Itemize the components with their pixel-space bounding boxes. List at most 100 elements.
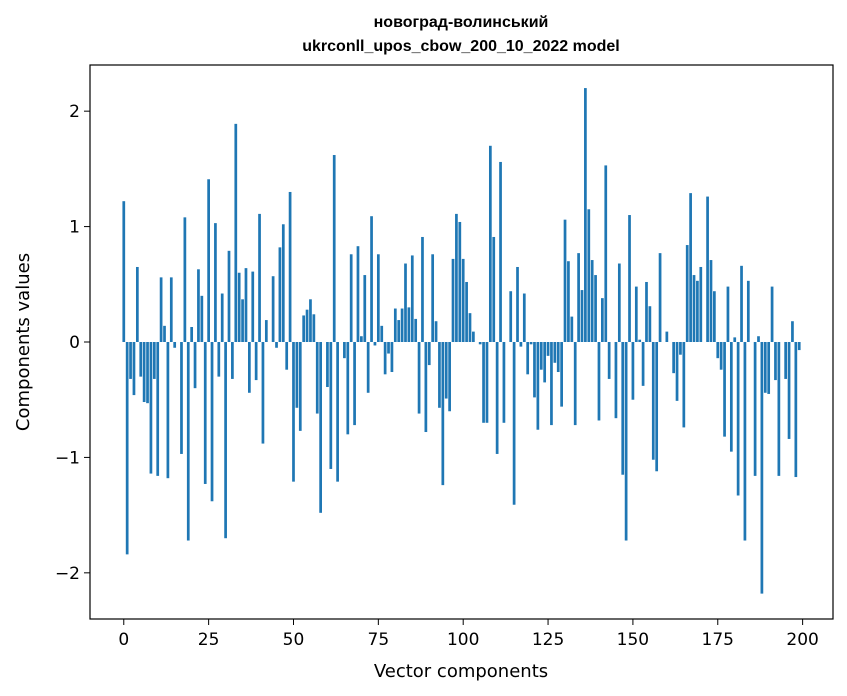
bar — [502, 342, 506, 423]
bar — [173, 342, 177, 348]
bar — [607, 342, 611, 379]
bar — [180, 342, 183, 454]
bar — [455, 213, 458, 342]
bar — [366, 342, 370, 393]
bar — [129, 342, 132, 379]
bar — [648, 306, 652, 342]
bar — [264, 320, 268, 342]
bar — [753, 342, 757, 476]
bar — [570, 316, 574, 342]
bar — [499, 161, 502, 342]
bar — [553, 342, 557, 363]
bar — [353, 342, 356, 426]
bar — [624, 342, 628, 541]
bar — [533, 342, 536, 398]
bar — [183, 217, 187, 342]
bar — [560, 342, 563, 407]
bar — [203, 342, 207, 484]
bar — [485, 342, 489, 423]
bar — [665, 331, 669, 342]
bar — [122, 201, 126, 342]
bar — [767, 342, 771, 394]
x-tick-label: 50 — [283, 630, 305, 650]
bar — [645, 281, 648, 342]
bar — [434, 321, 438, 342]
bar — [634, 286, 638, 342]
bar — [166, 342, 170, 479]
bar — [706, 196, 709, 342]
bar — [519, 342, 523, 347]
bar — [210, 342, 214, 502]
bar — [251, 271, 255, 342]
x-tick-label: 100 — [447, 630, 479, 650]
bar — [546, 342, 550, 356]
bar — [516, 266, 519, 342]
bar — [655, 342, 659, 472]
bar — [770, 286, 774, 342]
bar — [241, 299, 244, 342]
bar — [696, 280, 699, 342]
bar — [312, 314, 316, 342]
bar — [400, 308, 404, 342]
bar — [509, 291, 513, 342]
bar — [410, 255, 414, 342]
bar — [163, 325, 166, 342]
x-tick-label: 175 — [702, 630, 734, 650]
bar — [332, 155, 336, 342]
bar — [186, 342, 190, 541]
bar — [628, 215, 631, 342]
bar — [407, 307, 411, 343]
bar — [536, 342, 540, 430]
bar — [285, 342, 289, 370]
bar — [214, 223, 217, 342]
bar — [584, 88, 587, 342]
bar — [567, 261, 570, 342]
bar — [152, 342, 156, 379]
bar — [709, 260, 713, 342]
bar — [298, 342, 302, 431]
bar — [448, 342, 451, 412]
bar — [729, 342, 733, 452]
bar — [393, 308, 397, 342]
bar — [675, 342, 679, 401]
bar — [349, 254, 353, 342]
bar — [563, 219, 567, 342]
bar — [550, 342, 553, 426]
bar — [685, 245, 689, 342]
y-tick-label: −2 — [55, 564, 80, 584]
bar — [597, 342, 601, 421]
bar — [580, 290, 584, 342]
bar — [522, 293, 526, 342]
bar — [774, 342, 777, 381]
bar — [604, 165, 608, 342]
bar — [414, 318, 418, 342]
bar — [237, 272, 241, 342]
bar — [315, 342, 319, 414]
y-tick-label: −1 — [55, 448, 80, 468]
bar — [451, 258, 455, 342]
bar — [641, 342, 645, 386]
bar — [193, 342, 197, 389]
bar — [488, 145, 492, 342]
bar — [346, 342, 350, 435]
bar — [169, 277, 173, 342]
chart-title-line1: новоград-волинський — [374, 14, 549, 31]
bar — [190, 327, 194, 342]
x-tick-label: 200 — [786, 630, 818, 650]
bar — [512, 342, 516, 505]
x-tick-label: 25 — [198, 630, 220, 650]
bar — [149, 342, 153, 474]
plot-frame — [89, 64, 834, 620]
bar — [763, 342, 767, 393]
bar — [424, 342, 428, 433]
bar — [271, 276, 275, 342]
bar — [427, 342, 431, 366]
bar — [220, 293, 224, 342]
bar — [726, 286, 730, 342]
bar — [244, 268, 248, 342]
bar — [441, 342, 445, 486]
bar — [482, 342, 485, 423]
bar — [258, 213, 261, 342]
bar — [713, 291, 716, 342]
bar — [679, 342, 682, 355]
